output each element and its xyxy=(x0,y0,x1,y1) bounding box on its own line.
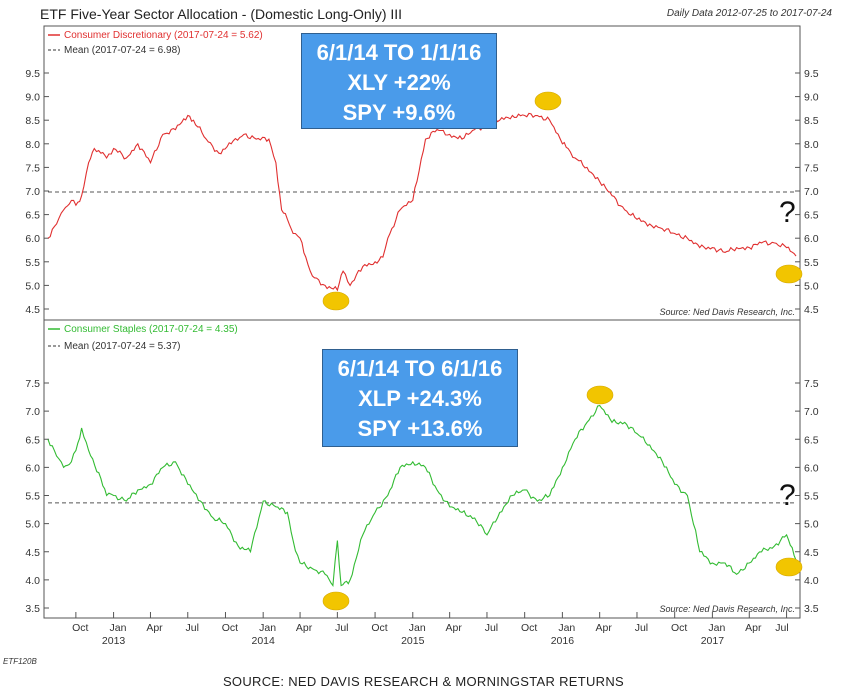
highlight-marker xyxy=(322,591,350,611)
x-tick-label: Jul xyxy=(635,622,648,634)
highlight-marker xyxy=(586,385,614,405)
y-tick-label-left: 7.5 xyxy=(25,162,40,174)
callout-line: 6/1/14 TO 1/1/16 xyxy=(316,40,482,65)
series-line xyxy=(47,112,797,292)
x-tick-label: Jul xyxy=(485,622,498,634)
callout-discretionary: 6/1/14 TO 1/1/16 XLY +22% SPY +9.6% xyxy=(301,33,497,129)
question-mark-bottom: ? xyxy=(779,479,796,512)
y-tick-label-left: 9.0 xyxy=(25,92,40,104)
y-tick-label-right: 4.5 xyxy=(804,304,819,316)
source-note: Source: Ned Davis Research, Inc. xyxy=(659,307,795,317)
x-tick-label: Oct xyxy=(72,622,88,634)
x-axis: Oct Jan Apr Jul Oct Jan Apr Jul Oct Jan Apr Jul Oct J… xyxy=(72,612,789,647)
panel-consumer-discretionary: Consumer Discretionary (2017-07-24 = 5.6… xyxy=(25,25,819,321)
x-tick-label: Apr xyxy=(146,622,163,634)
x-year-label: 2014 xyxy=(251,635,275,647)
highlight-marker xyxy=(775,264,803,284)
x-tick-label: Jan xyxy=(558,622,575,634)
legend-mean: Mean (2017-07-24 = 5.37) xyxy=(64,341,180,352)
y-tick-label-right: 6.0 xyxy=(804,462,819,474)
panel-consumer-staples: Consumer Staples (2017-07-24 = 4.35) Mea… xyxy=(25,319,819,619)
callout-staples: 6/1/14 TO 6/1/16 XLP +24.3% SPY +13.6% xyxy=(322,349,518,447)
y-tick-label-left: 6.0 xyxy=(25,462,40,474)
x-tick-label: Jul xyxy=(775,622,788,634)
footer-source: SOURCE: NED DAVIS RESEARCH & MORNINGSTAR… xyxy=(222,674,625,689)
x-tick-label: Jul xyxy=(335,622,348,634)
y-tick-label-right: 5.0 xyxy=(804,280,819,292)
x-tick-label: Apr xyxy=(446,622,463,634)
y-tick-label-left: 9.5 xyxy=(25,68,40,80)
y-tick-label-left: 4.5 xyxy=(25,304,40,316)
x-year-label: 2016 xyxy=(551,635,575,647)
y-tick-label-right: 4.0 xyxy=(804,575,819,587)
x-tick-label: Apr xyxy=(745,622,762,634)
callout-line: 6/1/14 TO 6/1/16 xyxy=(337,356,503,381)
x-tick-label: Oct xyxy=(521,622,537,634)
panel-frame xyxy=(43,319,801,619)
x-year-label: 2015 xyxy=(401,635,425,647)
x-tick-label: Jul xyxy=(185,622,198,634)
y-tick-label-right: 7.0 xyxy=(804,406,819,418)
x-year-label: 2017 xyxy=(701,635,725,647)
x-tick-label: Oct xyxy=(671,622,687,634)
y-tick-label-right: 6.0 xyxy=(804,233,819,245)
y-tick-label-right: 7.5 xyxy=(804,378,819,390)
y-tick-label-right: 5.0 xyxy=(804,519,819,531)
y-tick-label-left: 3.5 xyxy=(25,603,40,615)
question-mark-top: ? xyxy=(779,196,796,229)
y-tick-label-right: 7.5 xyxy=(804,162,819,174)
x-tick-label: Jan xyxy=(110,622,127,634)
y-tick-label-right: 9.0 xyxy=(804,92,819,104)
highlight-marker xyxy=(322,291,350,311)
y-tick-label-left: 7.0 xyxy=(25,186,40,198)
source-note: Source: Ned Davis Research, Inc. xyxy=(659,604,795,614)
highlight-marker xyxy=(534,91,562,111)
y-tick-label-left: 4.5 xyxy=(25,547,40,559)
y-tick-label-right: 6.5 xyxy=(804,434,819,446)
y-tick-label-left: 6.5 xyxy=(25,210,40,222)
series-line xyxy=(47,404,797,587)
y-tick-label-right: 8.5 xyxy=(804,115,819,127)
y-tick-label-left: 5.0 xyxy=(25,280,40,292)
y-tick-label-left: 7.0 xyxy=(25,406,40,418)
y-tick-label-left: 5.5 xyxy=(25,491,40,503)
x-year-label: 2013 xyxy=(102,635,126,647)
y-tick-label-left: 5.5 xyxy=(25,257,40,269)
y-tick-label-right: 8.0 xyxy=(804,139,819,151)
y-tick-label-right: 5.5 xyxy=(804,491,819,503)
x-tick-label: Oct xyxy=(371,622,387,634)
callout-line: XLY +22% xyxy=(347,70,451,95)
callout-line: SPY +9.6% xyxy=(342,100,456,125)
x-tick-label: Apr xyxy=(596,622,613,634)
x-tick-label: Jan xyxy=(409,622,426,634)
y-tick-label-right: 5.5 xyxy=(804,257,819,269)
y-tick-label-right: 9.5 xyxy=(804,68,819,80)
y-tick-label-right: 4.5 xyxy=(804,547,819,559)
chart-title: ETF Five-Year Sector Allocation - (Domes… xyxy=(40,6,402,22)
y-tick-label-left: 6.5 xyxy=(25,434,40,446)
y-tick-label-left: 4.0 xyxy=(25,575,40,587)
y-tick-label-right: 7.0 xyxy=(804,186,819,198)
callout-line: SPY +13.6% xyxy=(357,416,483,441)
legend-series: Consumer Staples (2017-07-24 = 4.35) xyxy=(64,324,238,335)
y-tick-label-right: 6.5 xyxy=(804,210,819,222)
x-tick-label: Oct xyxy=(222,622,238,634)
highlight-marker xyxy=(775,557,803,577)
legend-mean: Mean (2017-07-24 = 6.98) xyxy=(64,45,180,56)
y-tick-label-left: 8.5 xyxy=(25,115,40,127)
x-tick-label: Jan xyxy=(708,622,725,634)
legend-series: Consumer Discretionary (2017-07-24 = 5.6… xyxy=(64,30,263,41)
x-tick-label: Apr xyxy=(296,622,313,634)
y-tick-label-right: 3.5 xyxy=(804,603,819,615)
y-tick-label-left: 5.0 xyxy=(25,519,40,531)
x-tick-label: Jan xyxy=(259,622,276,634)
y-tick-label-left: 7.5 xyxy=(25,378,40,390)
y-tick-label-left: 8.0 xyxy=(25,139,40,151)
chart-code: ETF120B xyxy=(3,657,37,666)
callout-line: XLP +24.3% xyxy=(358,386,482,411)
chart-subtitle: Daily Data 2012-07-25 to 2017-07-24 xyxy=(667,8,833,19)
y-tick-label-left: 6.0 xyxy=(25,233,40,245)
